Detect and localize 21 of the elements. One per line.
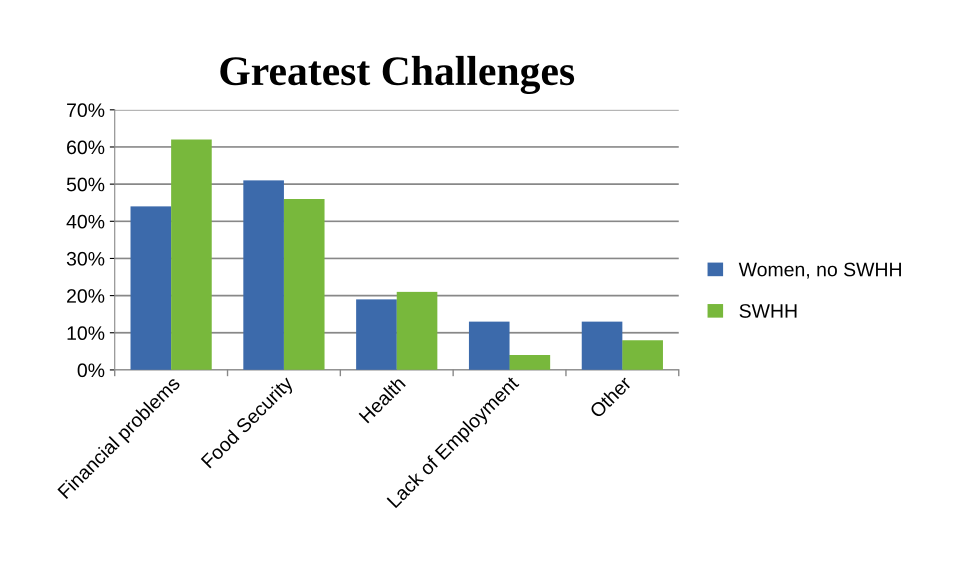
legend-label: SWHH	[740, 304, 796, 318]
bar	[243, 180, 284, 370]
y-tick-label: 0%	[78, 363, 104, 378]
chart-title: Greatest Challenges	[220, 56, 574, 94]
y-tick-label: 30%	[66, 252, 104, 266]
bar	[468, 322, 510, 370]
bar	[510, 355, 550, 370]
bar	[356, 299, 397, 370]
y-tick-label: 40%	[66, 214, 104, 229]
bar	[171, 140, 212, 370]
y-tick-label: 10%	[68, 326, 104, 340]
y-tick-label: 70%	[67, 103, 104, 118]
y-tick-label: 50%	[66, 178, 104, 192]
y-tick-label: 60%	[67, 140, 104, 154]
legend-label: Women, no SWHH	[738, 262, 901, 279]
bar	[396, 292, 438, 370]
bar	[582, 322, 622, 370]
bar	[622, 340, 663, 370]
bar	[130, 206, 172, 370]
bar	[284, 198, 325, 370]
y-tick-label: 20%	[67, 289, 104, 303]
